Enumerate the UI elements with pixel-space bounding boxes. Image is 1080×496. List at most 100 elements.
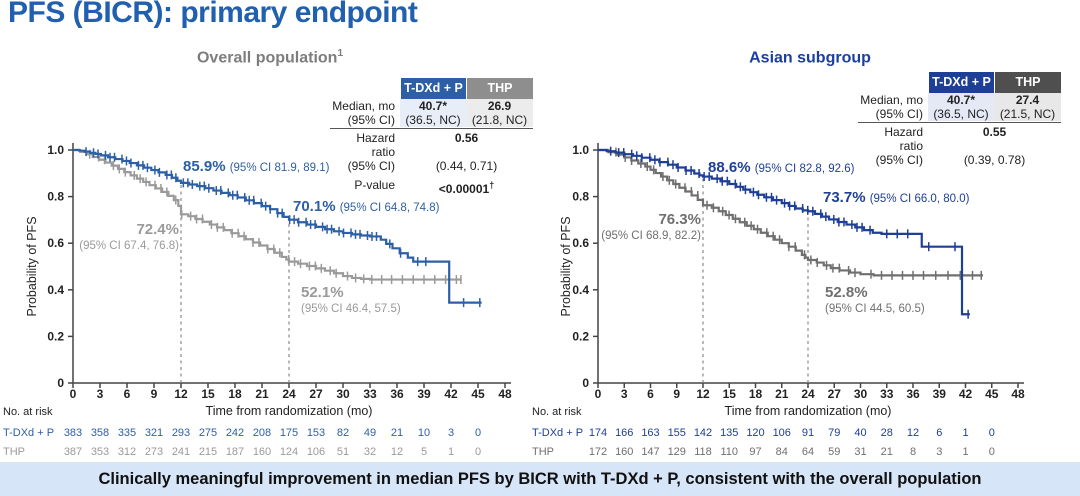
panel-title-text: Asian subgroup: [749, 49, 871, 67]
landmark-dashed-lines: [702, 176, 809, 383]
svg-text:208: 208: [253, 427, 271, 439]
svg-text:163: 163: [641, 427, 659, 439]
svg-text:3: 3: [97, 387, 104, 401]
svg-text:64: 64: [802, 446, 814, 458]
svg-text:1: 1: [962, 427, 968, 439]
svg-text:353: 353: [91, 446, 109, 458]
svg-text:383: 383: [64, 427, 82, 439]
svg-text:0: 0: [595, 387, 602, 401]
svg-text:59: 59: [828, 446, 840, 458]
median-ci-label: (95% CI): [875, 107, 923, 121]
svg-text:0: 0: [989, 446, 995, 458]
svg-text:42: 42: [959, 387, 973, 401]
svg-text:T-DXd + P: T-DXd + P: [532, 427, 583, 439]
svg-text:33: 33: [363, 387, 377, 401]
panel-title-asian-subgroup: Asian subgroup: [540, 48, 1080, 67]
svg-text:3: 3: [936, 446, 942, 458]
stats-table-asian: T-DXd + P THP Median, mo 40.7* 27.4 (95%…: [858, 72, 1061, 167]
svg-text:(95% CI 46.4, 57.5): (95% CI 46.4, 57.5): [301, 303, 401, 315]
svg-text:0: 0: [57, 376, 64, 390]
svg-text:85.9% (95% CI 81.9, 89.1): 85.9% (95% CI 81.9, 89.1): [183, 158, 330, 175]
median-ci-tdxd: (36.5, NC): [400, 113, 466, 127]
svg-text:30: 30: [336, 387, 350, 401]
svg-text:160: 160: [615, 446, 633, 458]
svg-text:72.4%: 72.4%: [136, 221, 179, 238]
svg-text:135: 135: [720, 427, 738, 439]
svg-text:275: 275: [199, 427, 217, 439]
svg-text:82: 82: [337, 427, 349, 439]
svg-text:0.4: 0.4: [47, 283, 64, 297]
svg-text:118: 118: [694, 446, 712, 458]
svg-text:3: 3: [448, 427, 454, 439]
svg-text:1: 1: [448, 446, 454, 458]
svg-text:0.2: 0.2: [572, 329, 589, 343]
median-thp: 26.9: [466, 99, 533, 113]
median-label: Median, mo: [332, 99, 395, 113]
svg-text:18: 18: [749, 387, 763, 401]
svg-text:42: 42: [444, 387, 458, 401]
svg-text:160: 160: [253, 446, 271, 458]
svg-text:110: 110: [720, 446, 738, 458]
svg-text:28: 28: [881, 427, 893, 439]
svg-text:(95% CI 44.5, 60.5): (95% CI 44.5, 60.5): [825, 303, 925, 315]
svg-text:No. at risk: No. at risk: [532, 406, 582, 418]
column-header-tdxd: T-DXd + P: [928, 72, 994, 93]
svg-text:Probability of PFS: Probability of PFS: [25, 216, 39, 316]
svg-text:Time from randomization (mo): Time from randomization (mo): [725, 404, 892, 418]
svg-text:THP: THP: [3, 446, 25, 458]
hazard-ratio-value: 0.56: [454, 131, 479, 145]
svg-text:12: 12: [391, 446, 403, 458]
hazard-ratio-ci-label: (95% CI): [875, 153, 923, 167]
series-curve-thp: [73, 148, 462, 285]
svg-text:15: 15: [201, 387, 215, 401]
hazard-ratio-ci-value: (0.44, 0.71): [435, 159, 498, 173]
km-chart-overall-population: 00.20.40.60.81.00 3 6 9 12 15 18 21 24 27 30 33 36 39…: [3, 143, 512, 458]
hazard-ratio-ci-value: (0.39, 0.78): [963, 153, 1026, 167]
svg-text:30: 30: [854, 387, 868, 401]
svg-text:0: 0: [475, 446, 481, 458]
axes: 00.20.40.60.81.00 3 6 9 12 15 18 21 24 27 30 33 36 39…: [559, 143, 1025, 418]
svg-text:97: 97: [749, 446, 761, 458]
svg-text:79: 79: [828, 427, 840, 439]
svg-text:21: 21: [775, 387, 789, 401]
svg-text:24: 24: [801, 387, 815, 401]
svg-text:12: 12: [696, 387, 710, 401]
stats-table-overall: T-DXd + P THP Median, mo 40.7* 26.9 (95%…: [330, 78, 533, 196]
km-chart-asian-subgroup: 00.20.40.60.81.00 3 6 9 12 15 18 21 24 27 30 33 36 39…: [532, 143, 1025, 458]
median-ci-thp: (21.5, NC): [994, 107, 1061, 121]
column-header-thp: THP: [994, 72, 1061, 93]
svg-text:33: 33: [880, 387, 894, 401]
svg-text:387: 387: [64, 446, 82, 458]
svg-text:242: 242: [226, 427, 244, 439]
spacer: [330, 78, 400, 99]
svg-text:241: 241: [172, 446, 190, 458]
svg-text:21: 21: [881, 446, 893, 458]
conclusion-banner: Clinically meaningful improvement in med…: [0, 462, 1080, 496]
svg-text:88.6% (95% CI 82.8, 92.6): 88.6% (95% CI 82.8, 92.6): [708, 159, 855, 176]
svg-text:106: 106: [773, 427, 791, 439]
hazard-ratio-ci-label: (95% CI): [347, 159, 395, 173]
svg-text:27: 27: [309, 387, 323, 401]
landmark-annotation: 72.4% (95% CI 67.4, 76.8): [79, 221, 179, 252]
svg-text:70.1% (95% CI 64.8, 74.8): 70.1% (95% CI 64.8, 74.8): [293, 198, 440, 215]
svg-text:5: 5: [421, 446, 427, 458]
svg-text:32: 32: [364, 446, 376, 458]
svg-text:321: 321: [145, 427, 163, 439]
hazard-ratio-label: Hazard ratio: [356, 131, 395, 159]
svg-text:21: 21: [391, 427, 403, 439]
svg-text:0.8: 0.8: [47, 190, 64, 204]
svg-text:124: 124: [280, 446, 298, 458]
svg-text:0.8: 0.8: [572, 190, 589, 204]
svg-text:12: 12: [907, 427, 919, 439]
svg-text:73.7% (95% CI 66.0, 80.0): 73.7% (95% CI 66.0, 80.0): [823, 189, 970, 206]
landmark-annotation: 76.3% (95% CI 68.9, 82.2): [601, 211, 701, 242]
svg-text:0: 0: [582, 376, 589, 390]
svg-text:174: 174: [589, 427, 607, 439]
svg-text:45: 45: [985, 387, 999, 401]
svg-text:27: 27: [828, 387, 842, 401]
svg-text:49: 49: [364, 427, 376, 439]
svg-text:0: 0: [475, 427, 481, 439]
